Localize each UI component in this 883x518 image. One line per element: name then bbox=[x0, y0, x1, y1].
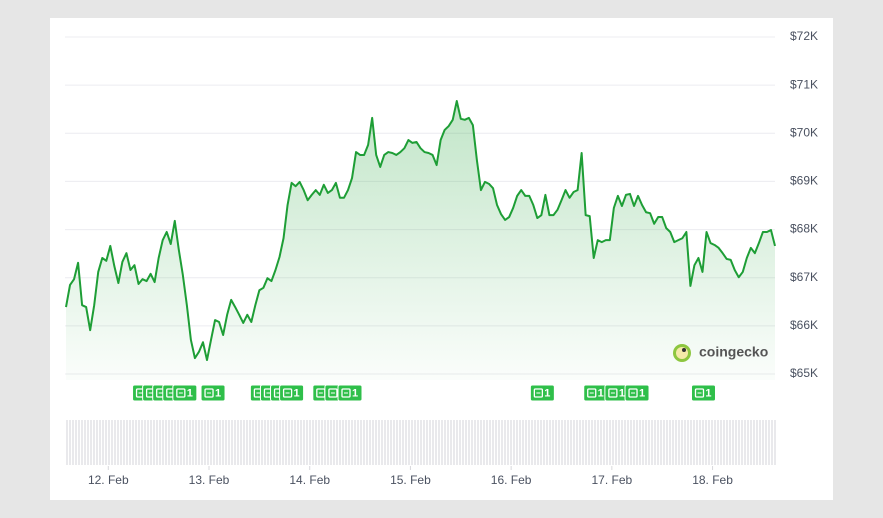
event-badge: 1 bbox=[200, 384, 226, 402]
badge-label: 1 bbox=[215, 387, 221, 399]
watermark: coingecko bbox=[673, 344, 768, 362]
events: 111111111111111111 bbox=[132, 384, 716, 402]
badge-label: 1 bbox=[639, 387, 645, 399]
badge-label: 1 bbox=[619, 387, 625, 399]
x-tick-label: 12. Feb bbox=[88, 473, 129, 487]
event-badge: 1 bbox=[583, 384, 609, 402]
x-tick-label: 13. Feb bbox=[189, 473, 230, 487]
badge-icon bbox=[628, 388, 638, 398]
y-tick-label: $67K bbox=[790, 270, 818, 284]
event-badge: 1 bbox=[624, 384, 650, 402]
badge-label: 1 bbox=[352, 387, 358, 399]
badge-icon bbox=[341, 388, 351, 398]
badge-icon bbox=[176, 388, 186, 398]
badge-icon bbox=[694, 388, 705, 398]
event-badge: 1 bbox=[279, 384, 305, 402]
event-badge: 1 bbox=[690, 384, 716, 402]
price-line bbox=[65, 100, 776, 362]
badge-icon bbox=[328, 388, 338, 398]
badge-icon bbox=[204, 388, 214, 398]
badge-label: 1 bbox=[294, 387, 300, 399]
x-tick-label: 16. Feb bbox=[491, 473, 532, 487]
y-tick-label: $69K bbox=[790, 174, 818, 188]
x-tick-label: 17. Feb bbox=[591, 473, 632, 487]
watermark-text: coingecko bbox=[699, 344, 768, 360]
y-tick-label: $70K bbox=[790, 125, 818, 139]
grid: $65K $66K $67K $68K $69K $70K $71K $72K 12. Feb 1… bbox=[65, 29, 818, 487]
badge-label: 1 bbox=[544, 387, 550, 399]
badge-icon bbox=[608, 388, 618, 398]
badge-label: 1 bbox=[187, 387, 193, 399]
logo-eye bbox=[682, 348, 686, 352]
x-tick-label: 18. Feb bbox=[692, 473, 733, 487]
badge-icon bbox=[282, 388, 293, 398]
x-tick-label: 14. Feb bbox=[289, 473, 330, 487]
y-tick-label: $65K bbox=[790, 366, 818, 380]
y-tick-label: $71K bbox=[790, 77, 818, 91]
event-badge: 1 bbox=[529, 384, 555, 402]
badge-icon bbox=[587, 388, 597, 398]
y-tick-label: $68K bbox=[790, 222, 818, 236]
y-tick-label: $72K bbox=[790, 29, 818, 43]
logo-inner bbox=[676, 347, 688, 359]
x-tick-label: 15. Feb bbox=[390, 473, 431, 487]
badge-icon bbox=[533, 388, 544, 398]
y-tick-label: $66K bbox=[790, 318, 818, 332]
area-fill bbox=[66, 101, 775, 380]
event-badge: 1 bbox=[337, 384, 363, 402]
event-badge: 1 bbox=[172, 384, 198, 402]
badge-label: 1 bbox=[705, 387, 711, 399]
badge-label: 1 bbox=[598, 387, 604, 399]
volume-band bbox=[65, 420, 776, 465]
plot bbox=[65, 100, 776, 380]
